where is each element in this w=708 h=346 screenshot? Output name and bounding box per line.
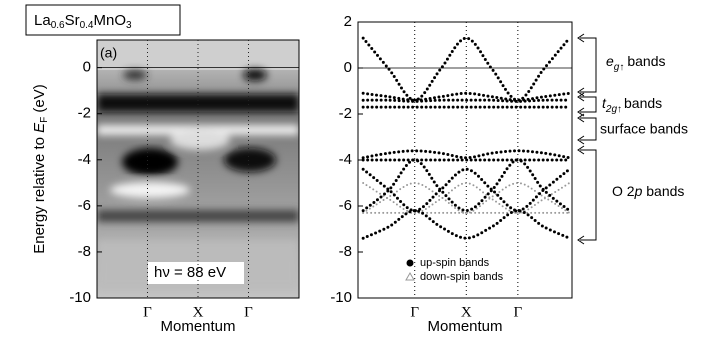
x-axis-label: Momentum — [160, 318, 235, 335]
band — [361, 91, 571, 102]
band — [361, 209, 571, 240]
y-tick-label: -6 — [339, 197, 352, 214]
legend-label: up-spin bands — [420, 257, 490, 269]
label-part: O 2 — [612, 183, 635, 199]
label-part: bands — [642, 183, 684, 199]
label-part: g↑ — [614, 62, 625, 73]
x-tick-label: X — [193, 304, 204, 320]
band — [361, 167, 571, 213]
y-tick-label: -2 — [78, 105, 91, 122]
label-part: E — [31, 122, 48, 133]
y-tick-label: -2 — [339, 105, 352, 122]
label-part: bands — [624, 95, 662, 111]
band-annotation: O 2p bands — [612, 183, 684, 199]
label-part: p — [634, 183, 643, 199]
label-part: Energy relative to — [31, 133, 48, 254]
band — [361, 158, 571, 213]
y-tick-label: 0 — [344, 59, 352, 76]
y-tick-label: 2 — [344, 13, 352, 30]
label-part: 2g↑ — [605, 104, 622, 115]
y-tick-label: -8 — [78, 243, 91, 260]
annotation-box — [148, 262, 244, 284]
band — [362, 181, 571, 214]
x-tick-label: Γ — [143, 304, 152, 320]
legend-label: down-spin bands — [420, 271, 504, 283]
arpes-image — [97, 40, 299, 298]
label-part: t — [602, 95, 607, 111]
title-part: Sr — [65, 12, 80, 29]
y-tick-label: -6 — [78, 197, 91, 214]
title-part: MnO — [94, 12, 127, 29]
label-part: F — [39, 117, 50, 123]
y-tick-label: 0 — [83, 59, 91, 76]
x-axis-label: Momentum — [427, 318, 502, 335]
y-tick-label: -10 — [330, 289, 352, 306]
band — [361, 36, 571, 102]
y-axis-label: Energy relative to EF (eV) — [31, 84, 50, 254]
band — [362, 181, 571, 214]
band — [361, 98, 571, 103]
title-part: 3 — [126, 20, 132, 31]
band-annotation: surface bands — [600, 121, 688, 137]
x-tick-label: Γ — [410, 304, 419, 320]
y-tick-label: -8 — [339, 243, 352, 260]
x-tick-label: X — [461, 304, 472, 320]
title-part: 0.6 — [51, 20, 65, 31]
label-part: (eV) — [31, 84, 48, 117]
y-tick-label: -4 — [78, 151, 91, 168]
title-part: 0.4 — [80, 20, 94, 31]
label-part: bands — [627, 53, 665, 69]
x-tick-label: Γ — [514, 304, 523, 320]
label-part: e — [606, 53, 614, 69]
sample-label: La0.6Sr0.4MnO3 — [34, 12, 132, 31]
photon-energy: hν = 88 eV — [154, 264, 226, 281]
band — [361, 149, 571, 160]
title-part: La — [34, 12, 51, 29]
legend-marker — [405, 271, 415, 281]
band-annotation: t2g↑ bands — [602, 95, 662, 115]
band-annotation: eg↑ bands — [606, 53, 666, 73]
brackets — [577, 33, 597, 245]
panel-label: (a) — [100, 45, 117, 61]
sample-box — [25, 4, 181, 36]
x-tick-label: Γ — [244, 304, 253, 320]
y-tick-label: -4 — [339, 151, 352, 168]
y-tick-label: -10 — [69, 289, 91, 306]
legend-marker — [406, 259, 414, 267]
